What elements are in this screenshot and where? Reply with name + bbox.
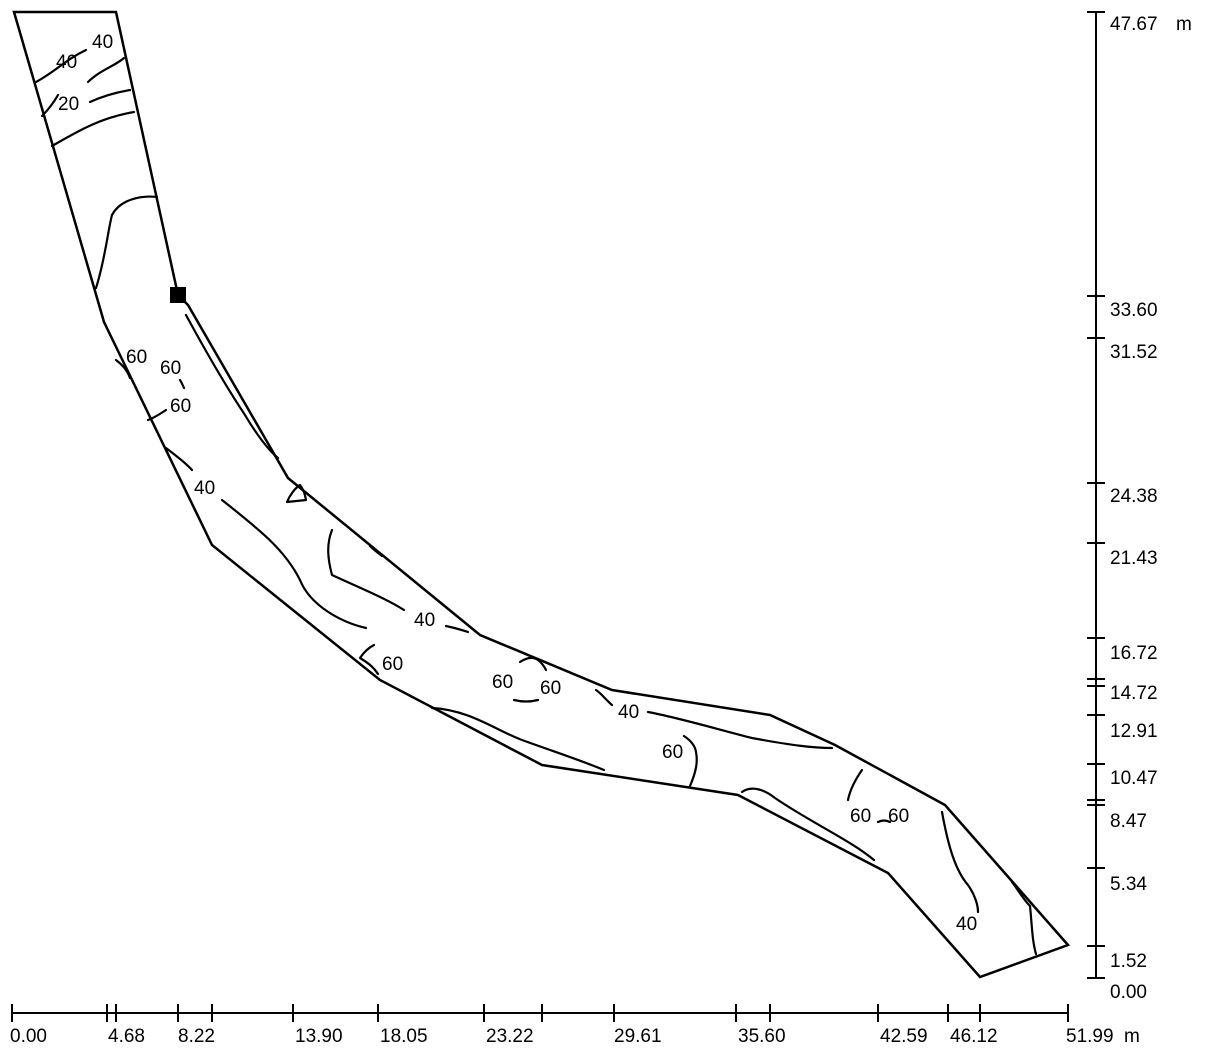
contour-line: [940, 810, 980, 914]
y-tick-label: 16.72: [1110, 643, 1158, 664]
x-tick-label: 42.59: [880, 1026, 928, 1047]
contour-line: [512, 698, 540, 703]
contour-line: [646, 710, 834, 750]
contour-line: [114, 358, 132, 380]
contour-label: 60: [662, 742, 683, 763]
contour-line: [682, 734, 698, 788]
x-tick-label: 18.05: [380, 1026, 428, 1047]
contour-label: 60: [850, 806, 871, 827]
contour-line: [146, 408, 168, 422]
contour-label: 40: [956, 914, 977, 935]
contour-line: [846, 768, 864, 802]
x-tick-label: 46.12: [950, 1026, 998, 1047]
y-tick-label: 33.60: [1110, 300, 1158, 321]
contour-label: 40: [92, 32, 113, 53]
y-tick-label: 10.47: [1110, 768, 1158, 789]
y-axis: 47.67 m 33.60 31.52 24.38 21.43 16.72 14…: [1087, 11, 1192, 1003]
contour-labels: 40 40 20 60 60 60 40 40 60 60 60 40 60 6…: [56, 32, 977, 935]
contour-label: 40: [56, 52, 77, 73]
x-tick-label: 51.99: [1066, 1026, 1114, 1047]
x-tick-label: 13.90: [295, 1026, 343, 1047]
channel-outline: [12, 10, 1071, 979]
contour-label: 40: [194, 478, 215, 499]
contour-label: 60: [888, 806, 909, 827]
y-tick-label: 47.67: [1110, 14, 1158, 35]
contour-lines: [34, 48, 1038, 956]
contour-line: [876, 819, 892, 824]
y-tick-label: 8.47: [1110, 811, 1147, 832]
contour-line: [285, 483, 308, 504]
contour-label: 60: [492, 672, 513, 693]
contour-label: 60: [170, 396, 191, 417]
y-axis-unit: m: [1176, 14, 1192, 35]
contour-line: [94, 195, 159, 290]
y-tick-label: 0.00: [1110, 982, 1147, 1003]
x-tick-label: 8.22: [178, 1026, 215, 1047]
contour-line: [1010, 880, 1038, 956]
contour-line: [368, 544, 384, 558]
contour-label: 60: [382, 654, 403, 675]
contour-label: 20: [58, 94, 79, 115]
contour-line: [34, 48, 88, 84]
square-marker: [170, 287, 186, 303]
contour-line: [358, 643, 380, 676]
y-tick-label: 31.52: [1110, 342, 1158, 363]
contour-line: [220, 498, 368, 630]
contour-label: 60: [160, 358, 181, 379]
contour-line: [86, 56, 126, 84]
contour-line: [430, 706, 606, 772]
contour-line: [327, 528, 406, 612]
x-axis: 0.00 4.68 8.22 13.90 18.05 23.22 29.61 3…: [10, 1004, 1140, 1047]
contour-line: [178, 378, 186, 390]
y-tick-label: 21.43: [1110, 548, 1158, 569]
contour-line: [40, 93, 60, 118]
contour-line: [444, 624, 470, 634]
contour-label: 60: [126, 347, 147, 368]
x-tick-label: 23.22: [486, 1026, 534, 1047]
contour-line: [184, 313, 280, 460]
contour-line: [740, 787, 876, 862]
y-tick-label: 14.72: [1110, 683, 1158, 704]
y-tick-label: 1.52: [1110, 951, 1147, 972]
contour-line: [164, 446, 194, 472]
y-tick-label: 12.91: [1110, 721, 1158, 742]
contour-line: [594, 688, 614, 707]
x-tick-label: 0.00: [10, 1026, 47, 1047]
contour-line: [50, 110, 136, 148]
y-tick-label: 24.38: [1110, 486, 1158, 507]
contour-line: [518, 656, 548, 672]
contour-line: [88, 88, 132, 104]
contour-label: 60: [540, 678, 561, 699]
x-tick-label: 29.61: [614, 1026, 662, 1047]
x-axis-unit: m: [1124, 1026, 1140, 1047]
y-tick-label: 5.34: [1110, 874, 1147, 895]
contour-label: 40: [618, 702, 639, 723]
x-tick-label: 4.68: [108, 1026, 145, 1047]
x-tick-label: 35.60: [738, 1026, 786, 1047]
contour-label: 40: [414, 610, 435, 631]
